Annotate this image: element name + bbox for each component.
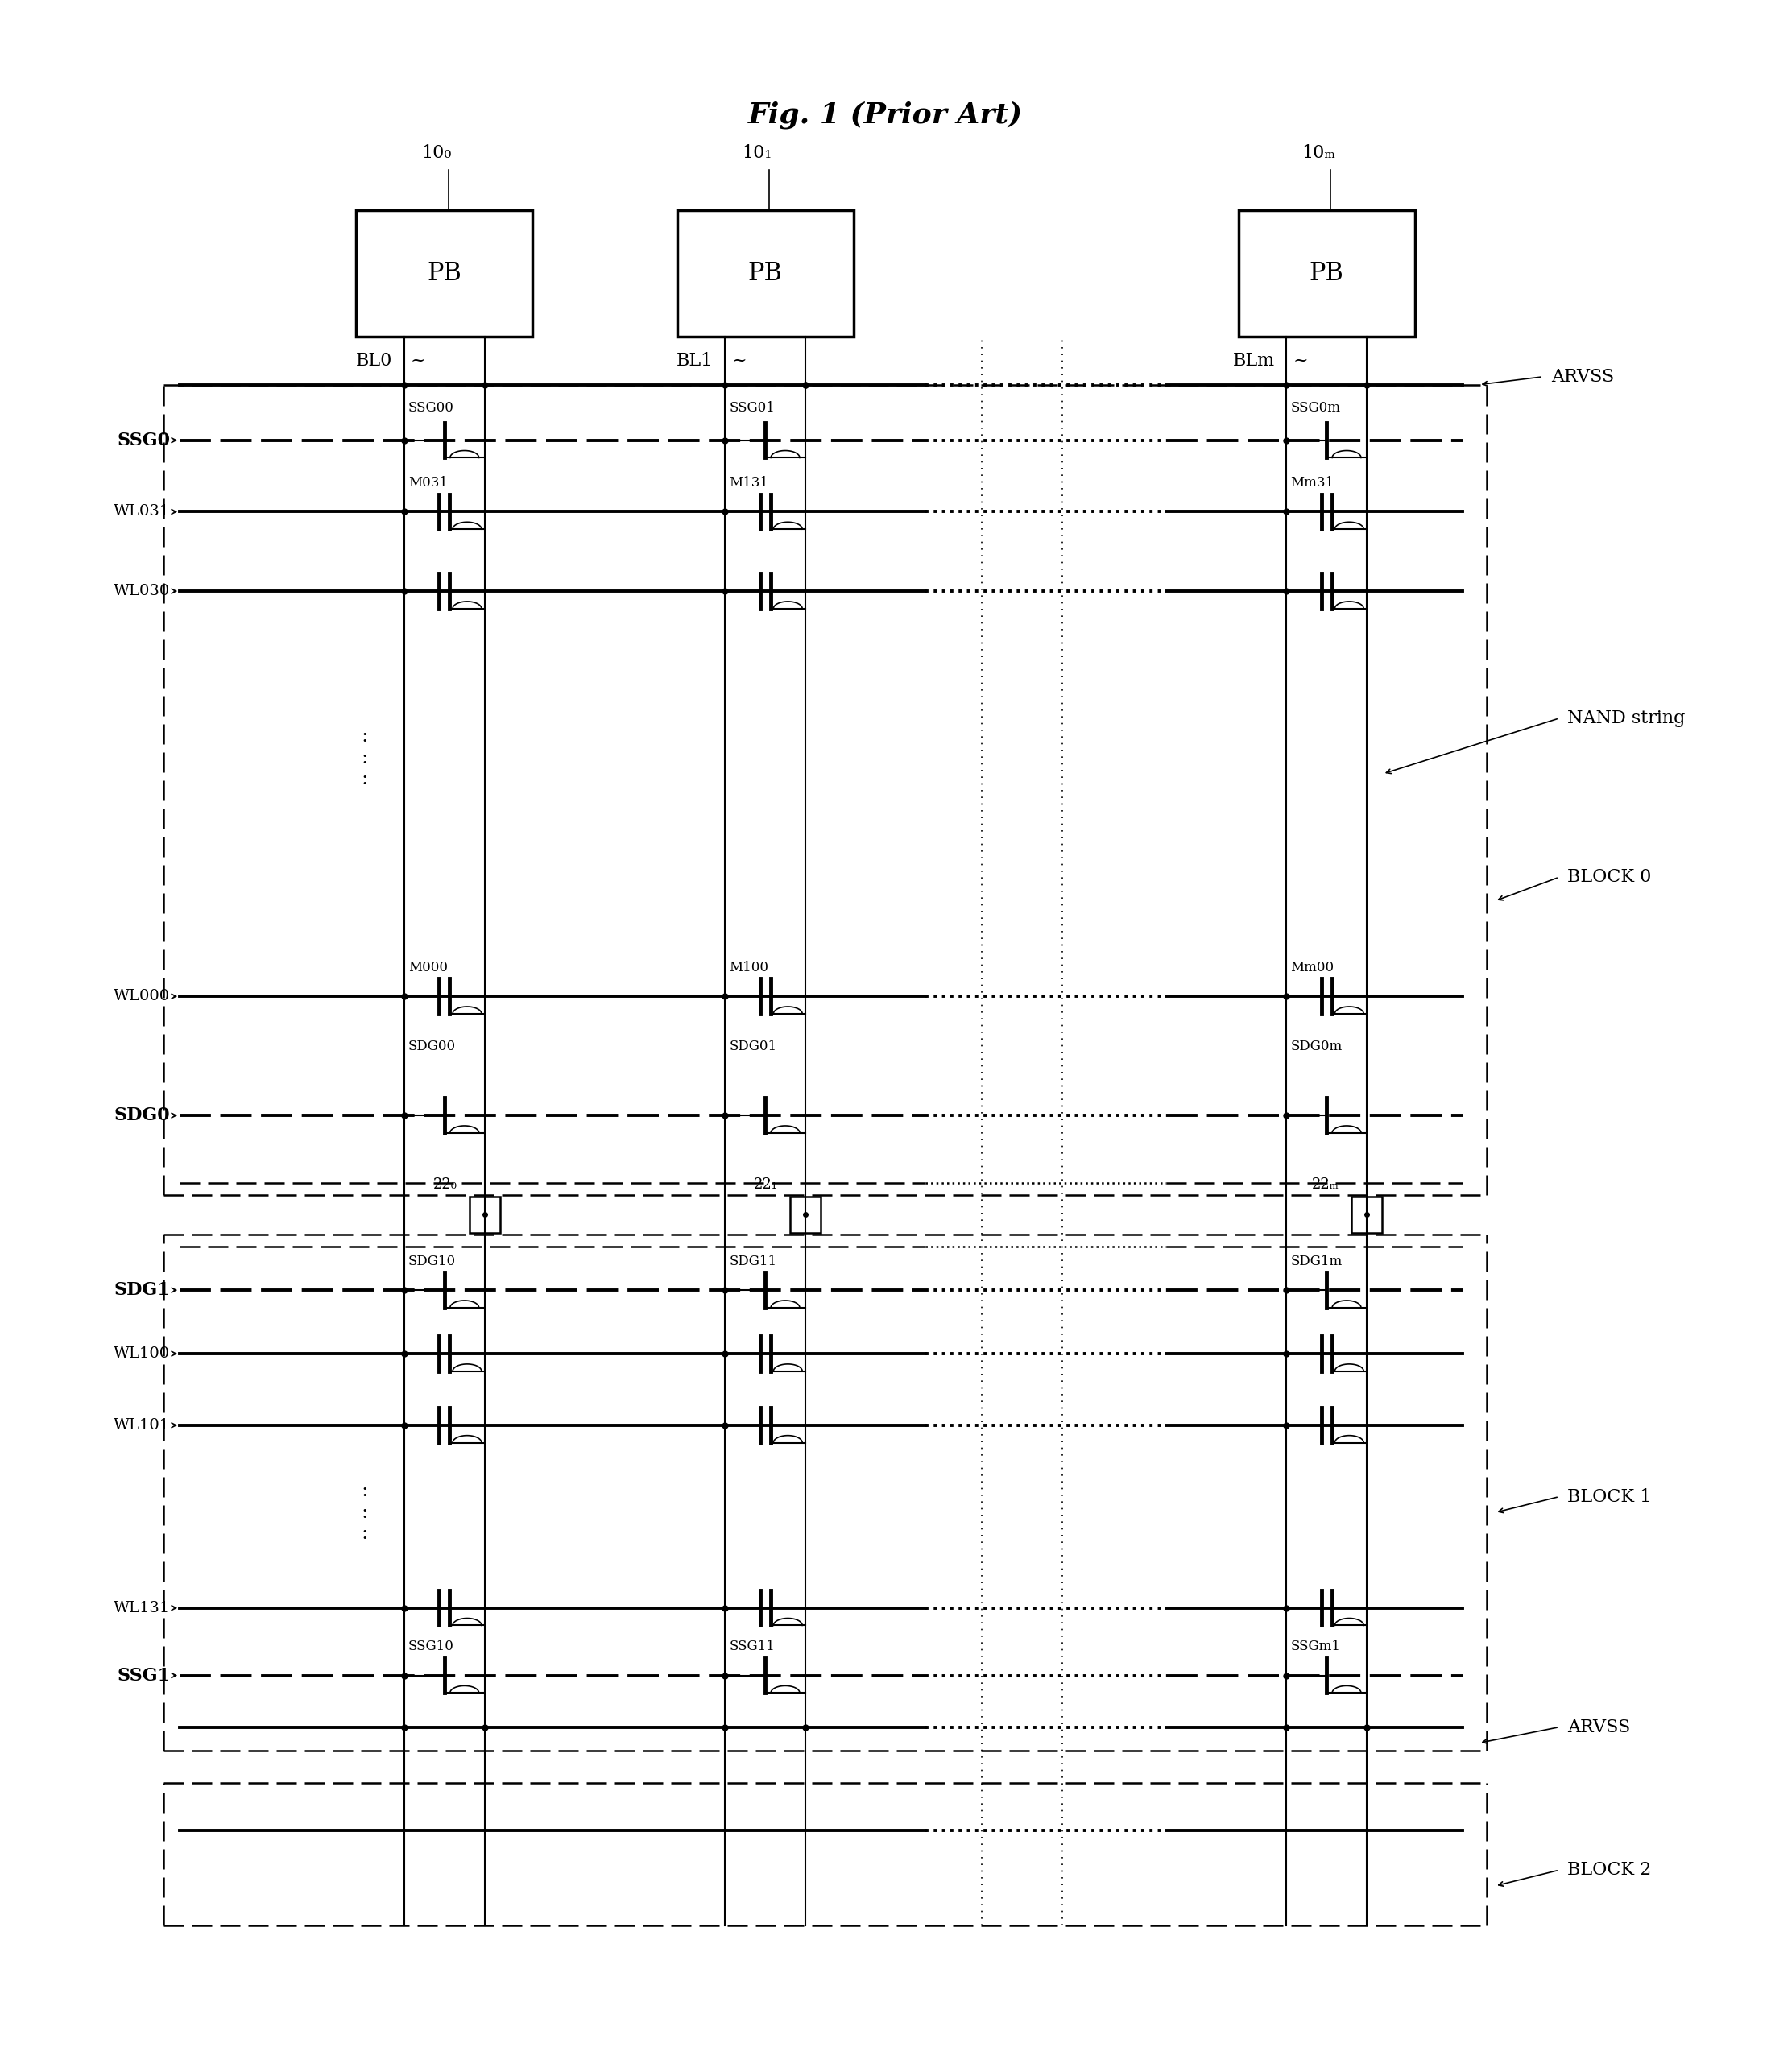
Text: SSG0: SSG0 — [117, 431, 170, 450]
Text: ~: ~ — [411, 352, 425, 369]
Bar — [1238, 209, 1415, 338]
Text: ~: ~ — [731, 352, 747, 369]
Text: :
:
:: : : : — [361, 1481, 368, 1544]
Text: ~: ~ — [1293, 352, 1309, 369]
Text: SDG1m: SDG1m — [1291, 1254, 1342, 1268]
Text: SDG11: SDG11 — [730, 1254, 777, 1268]
Text: BLOCK 2: BLOCK 2 — [1567, 1861, 1651, 1879]
Text: M031: M031 — [409, 477, 448, 489]
Text: Mm31: Mm31 — [1291, 477, 1334, 489]
Text: PB: PB — [1309, 261, 1344, 286]
Text: M100: M100 — [730, 959, 769, 974]
Text: WL030: WL030 — [113, 584, 170, 599]
Text: SSG1: SSG1 — [117, 1666, 170, 1685]
Text: 10₁: 10₁ — [742, 145, 772, 162]
Text: BL1: BL1 — [677, 352, 714, 369]
Text: BLOCK 0: BLOCK 0 — [1567, 868, 1651, 887]
Text: Mm00: Mm00 — [1291, 959, 1334, 974]
Text: SDG0m: SDG0m — [1291, 1040, 1342, 1053]
Text: NAND string: NAND string — [1567, 709, 1684, 727]
Bar — [790, 1198, 820, 1233]
Text: Fig. 1 (Prior Art): Fig. 1 (Prior Art) — [747, 102, 1024, 128]
Bar — [469, 1198, 499, 1233]
Text: BLOCK 1: BLOCK 1 — [1567, 1488, 1651, 1506]
Text: SSG10: SSG10 — [409, 1639, 453, 1653]
Text: SDG10: SDG10 — [409, 1254, 455, 1268]
Text: SDG0: SDG0 — [113, 1106, 170, 1125]
Text: 10₀: 10₀ — [421, 145, 452, 162]
Text: SDG00: SDG00 — [409, 1040, 455, 1053]
Text: WL131: WL131 — [113, 1602, 170, 1616]
Text: WL000: WL000 — [113, 988, 170, 1003]
Bar — [677, 209, 854, 338]
Text: ARVSS: ARVSS — [1551, 369, 1613, 385]
Text: SDG01: SDG01 — [730, 1040, 777, 1053]
Text: WL100: WL100 — [113, 1347, 170, 1361]
Text: M000: M000 — [409, 959, 448, 974]
Text: M131: M131 — [730, 477, 769, 489]
Text: PB: PB — [747, 261, 783, 286]
Text: SSGm1: SSGm1 — [1291, 1639, 1341, 1653]
Text: WL031: WL031 — [113, 503, 170, 518]
Text: WL101: WL101 — [113, 1417, 170, 1432]
Text: SSG00: SSG00 — [409, 402, 453, 414]
Text: BLm: BLm — [1233, 352, 1275, 369]
Text: SSG0m: SSG0m — [1291, 402, 1341, 414]
Bar — [356, 209, 533, 338]
Text: 22₁: 22₁ — [754, 1177, 777, 1191]
Text: SDG1: SDG1 — [113, 1280, 170, 1299]
Bar — [1351, 1198, 1381, 1233]
Text: PB: PB — [427, 261, 462, 286]
Text: SSG11: SSG11 — [730, 1639, 776, 1653]
Text: ARVSS: ARVSS — [1567, 1718, 1629, 1736]
Text: 22₀: 22₀ — [434, 1177, 457, 1191]
Text: 10ₘ: 10ₘ — [1302, 145, 1335, 162]
Text: SSG01: SSG01 — [730, 402, 776, 414]
Text: :
:
:: : : : — [361, 727, 368, 789]
Text: BL0: BL0 — [356, 352, 393, 369]
Text: 22ₘ: 22ₘ — [1312, 1177, 1339, 1191]
